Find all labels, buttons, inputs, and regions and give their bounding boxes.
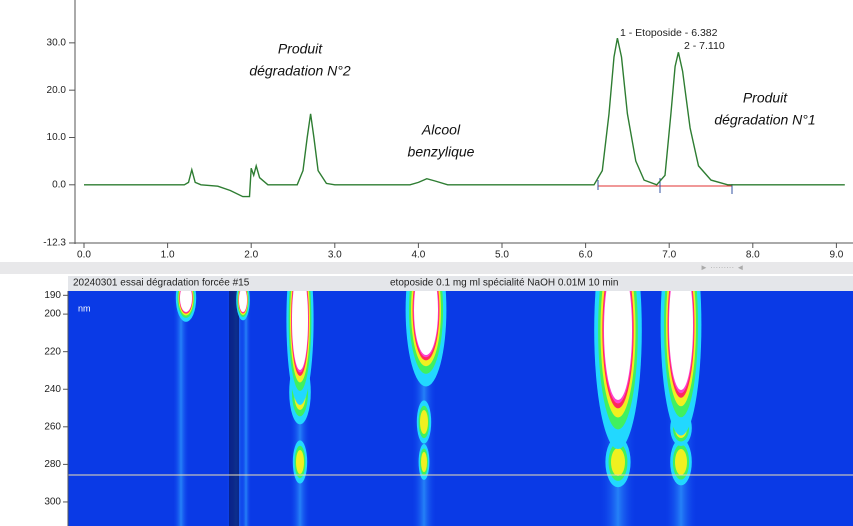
contour-subtitle: etoposide 0.1 mg ml spécialité NaOH 0.01… <box>390 278 618 289</box>
contour-level <box>675 449 687 475</box>
x-tick-label: 5.0 <box>495 250 509 261</box>
annotation: Produit <box>743 90 788 106</box>
x-tick-label: 7.0 <box>662 250 676 261</box>
x-tick-label: 0.0 <box>77 250 91 261</box>
y-axis-unit: nm <box>78 303 91 313</box>
y-tick-label: 280 <box>44 459 61 470</box>
contour-level <box>239 291 247 312</box>
contour-level <box>421 452 427 472</box>
contour-level <box>604 291 632 400</box>
y-tick-label: -12.3 <box>43 238 66 249</box>
annotation: dégradation N°1 <box>714 112 815 128</box>
splitter <box>0 262 853 274</box>
peak-label: 2 - 7.110 <box>684 40 725 52</box>
y-tick-label: 20.0 <box>47 85 67 96</box>
contour-level <box>420 410 428 434</box>
header-bar <box>68 276 853 291</box>
dark-band <box>229 291 239 526</box>
contour-background <box>68 291 853 526</box>
x-tick-label: 8.0 <box>746 250 760 261</box>
y-tick-label: 220 <box>44 346 61 357</box>
contour-title: 20240301 essai dégradation forcée #15 <box>73 278 250 289</box>
y-tick-label: 30.0 <box>47 37 67 48</box>
x-tick-label: 1.0 <box>161 250 175 261</box>
contour-level <box>414 291 438 355</box>
scroll-hint: ► ········· ◄ <box>700 263 744 272</box>
annotation: Produit <box>278 41 323 57</box>
y-tick-label: 10.0 <box>47 132 67 143</box>
y-tick-label: 190 <box>44 290 61 301</box>
x-tick-label: 2.0 <box>244 250 258 261</box>
y-tick-label: 0.0 <box>52 179 66 190</box>
annotation: dégradation N°2 <box>249 63 351 79</box>
contour-level <box>180 291 192 312</box>
x-tick-label: 4.0 <box>411 250 425 261</box>
contour-level <box>669 291 693 390</box>
spectral-streak <box>241 291 251 526</box>
annotation: benzylique <box>408 144 475 160</box>
y-tick-label: 200 <box>44 309 61 320</box>
contour-plot <box>68 291 853 526</box>
chromatogram-line <box>84 37 845 198</box>
contour-level <box>292 291 308 370</box>
x-tick-label: 3.0 <box>328 250 342 261</box>
x-tick-label: 6.0 <box>579 250 593 261</box>
y-tick-label: 300 <box>44 497 61 508</box>
contour-level <box>611 448 625 476</box>
peak-label: 1 - Etoposide - 6.382 <box>620 27 718 39</box>
y-tick-label: 260 <box>44 421 61 432</box>
chromatogram <box>84 37 845 198</box>
annotation: Alcool <box>421 122 461 138</box>
spectral-streak <box>173 291 189 526</box>
y-tick-label: 240 <box>44 384 61 395</box>
contour-level <box>296 450 304 474</box>
x-tick-label: 9.0 <box>829 250 843 261</box>
